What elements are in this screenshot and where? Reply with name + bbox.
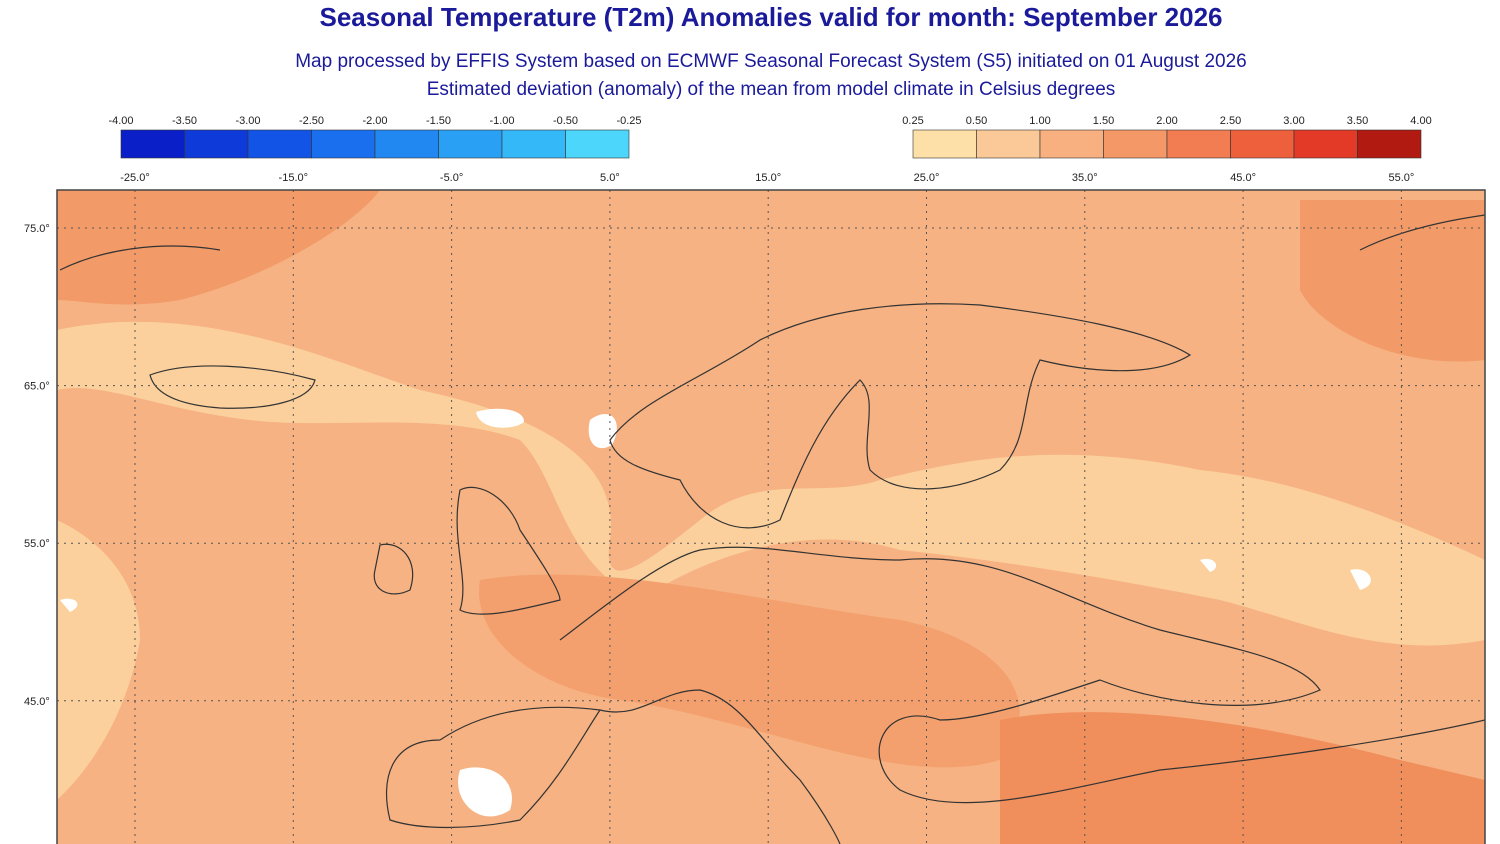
legend-label: 4.00 [1410, 115, 1431, 127]
anomaly-warm [1300, 200, 1485, 362]
longitude-label: 5.0° [600, 172, 620, 184]
map [57, 190, 1485, 844]
anomaly-light [57, 321, 1485, 646]
subtitle: Map processed by EFFIS System based on E… [295, 51, 1247, 72]
legend-label: -0.25 [616, 115, 641, 127]
coastline [385, 689, 841, 844]
legend-label: -2.00 [362, 115, 387, 127]
title: Seasonal Temperature (T2m) Anomalies val… [319, 2, 1222, 32]
graticule: -25.0° -15.0° -5.0° 5.0° 15.0° 25.0° 35.0° 45.0… [24, 172, 1485, 844]
legend-swatch [438, 129, 503, 159]
longitude-label: 35.0° [1072, 172, 1098, 184]
coastline [559, 546, 1485, 804]
legend-label: 0.50 [966, 115, 987, 127]
legend-swatch [976, 129, 1041, 159]
longitude-label: 55.0° [1388, 172, 1414, 184]
longitude-label: -25.0° [120, 172, 149, 184]
longitude-label: 45.0° [1230, 172, 1256, 184]
coastline [149, 365, 316, 409]
legend-swatch [374, 129, 439, 159]
legend-label: 1.00 [1029, 115, 1050, 127]
legend-label: 0.25 [902, 115, 923, 127]
legend-label: -2.50 [299, 115, 324, 127]
latitude-label: 65.0° [24, 381, 50, 393]
legend-label: 3.00 [1283, 115, 1304, 127]
coastline [373, 543, 414, 595]
legend-label: 2.50 [1220, 115, 1241, 127]
coastline [609, 303, 1192, 529]
legend-label: -1.50 [426, 115, 451, 127]
legend-swatch [120, 129, 185, 159]
legend-swatch [1357, 129, 1422, 159]
legend-label: -0.50 [553, 115, 578, 127]
legend-swatch [184, 129, 249, 159]
subtitle: Estimated deviation (anomaly) of the mea… [427, 79, 1116, 100]
legend-label: 1.50 [1093, 115, 1114, 127]
anomaly-warm [57, 190, 380, 305]
longitude-label: -5.0° [440, 172, 463, 184]
legend-swatch [1039, 129, 1104, 159]
latitude-label: 45.0° [24, 696, 50, 708]
legend-swatch [565, 129, 630, 159]
legend-swatch [1103, 129, 1168, 159]
legend-swatch [1166, 129, 1231, 159]
legend-label: -3.00 [235, 115, 260, 127]
longitude-label: 15.0° [755, 172, 781, 184]
legend-swatch [1230, 129, 1295, 159]
legend-swatch [1293, 129, 1358, 159]
legend-swatch [912, 129, 977, 159]
legend-label: 3.50 [1347, 115, 1368, 127]
legend-label: -4.00 [108, 115, 133, 127]
coastline [59, 214, 1485, 271]
legend-swatch [501, 129, 566, 159]
coastline [456, 486, 561, 615]
latitude-label: 55.0° [24, 538, 50, 550]
legend-label: -3.50 [172, 115, 197, 127]
color-legend: -4.00 -3.50 -3.00 -2.50 -2.00 -1.50 -1.00 -0.50… [108, 115, 642, 159]
legend-label: -1.00 [489, 115, 514, 127]
legend-label: 2.00 [1156, 115, 1177, 127]
anomaly-warm [1000, 712, 1485, 844]
longitude-label: -15.0° [279, 172, 308, 184]
color-legend: 0.25 0.50 1.00 1.50 2.00 2.50 3.00 3.50 4.00 [902, 115, 1432, 159]
legend-swatch [247, 129, 312, 159]
latitude-label: 75.0° [24, 223, 50, 235]
longitude-label: 25.0° [914, 172, 940, 184]
legend-swatch [311, 129, 376, 159]
anomaly-light [57, 520, 140, 800]
map-frame [56, 189, 1486, 844]
anomaly-warm [479, 574, 1020, 768]
